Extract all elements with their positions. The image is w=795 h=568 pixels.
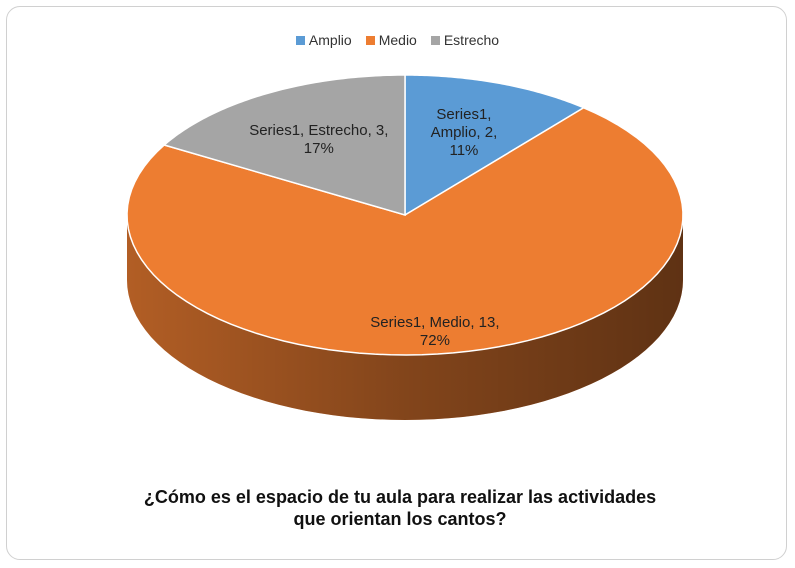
data-label: Series1, Medio, 13, 72% — [370, 314, 500, 350]
slice — [162, 74, 406, 216]
legend-item: Medio — [365, 32, 417, 48]
data-label: Series1, Estrecho, 3, 17% — [249, 121, 389, 157]
legend-label: Amplio — [308, 32, 352, 48]
data-label: Series1, Amplio, 2, 11% — [430, 106, 498, 160]
legend-swatch — [430, 35, 440, 45]
legend-swatch — [365, 35, 375, 45]
legend-label: Medio — [378, 32, 417, 48]
legend: Amplio Medio Estrecho — [0, 32, 795, 48]
legend-item: Amplio — [295, 32, 352, 48]
slice — [404, 74, 586, 217]
slice-side-shade — [127, 215, 683, 420]
slice — [126, 106, 684, 356]
legend-swatch — [295, 35, 305, 45]
legend-label: Estrecho — [443, 32, 500, 48]
legend-item: Estrecho — [430, 32, 500, 48]
chart-title: ¿Cómo es el espacio de tu aula para real… — [143, 487, 657, 529]
